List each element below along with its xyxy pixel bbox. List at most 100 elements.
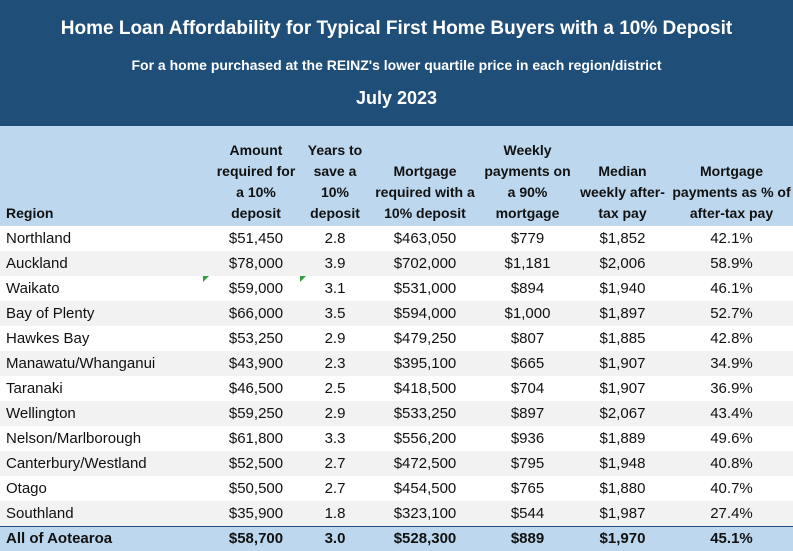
cell-region: Waikato: [6, 280, 60, 297]
column-header-years: Years to save a 10% deposit: [307, 142, 363, 221]
cell-deposit: $59,000: [228, 280, 284, 297]
cell-weekly-payments: $704: [510, 380, 545, 397]
cell-weekly-payments: $897: [510, 405, 545, 422]
cell-deposit: $43,900: [228, 355, 284, 372]
cell-years: 3.3: [324, 430, 346, 447]
cell-weekly-payments: $779: [510, 230, 545, 247]
cell-median-pay: $1,889: [599, 430, 646, 447]
cell-payment-percent: 40.7%: [710, 480, 753, 497]
table-row: Manawatu/Whanganui $43,900 2.3 $395,100 $665…: [0, 351, 793, 376]
cell-deposit: $61,800: [228, 430, 284, 447]
cell-mortgage: $594,000: [393, 305, 457, 322]
cell-mortgage: $454,500: [393, 480, 457, 497]
cell-median-pay: $1,987: [599, 504, 646, 522]
cell-years: 3.1: [324, 280, 346, 297]
cell-median-pay: $1,852: [599, 230, 646, 247]
cell-median-pay: $1,948: [599, 455, 646, 472]
cell-deposit: $50,500: [228, 480, 284, 497]
cell-weekly-payments: $1,000: [504, 305, 551, 322]
cell-payment-percent: 49.6%: [710, 430, 753, 447]
table-row: Wellington $59,250 2.9 $533,250 $897 $2,067 43…: [0, 401, 793, 426]
report-date: July 2023: [355, 88, 438, 108]
cell-weekly-payments: $1,181: [504, 255, 551, 272]
cell-median-pay: $2,006: [599, 255, 646, 272]
table-row: Bay of Plenty $66,000 3.5 $594,000 $1,000 $1,…: [0, 301, 793, 326]
cell-years: 3.5: [324, 305, 346, 322]
column-header-median-pay: Median weekly after-tax pay: [580, 163, 665, 221]
cell-payment-percent: 46.1%: [710, 280, 753, 297]
column-header-row: Region Amount required for a 10% deposit…: [0, 126, 793, 226]
table-row: Auckland $78,000 3.9 $702,000 $1,181 $2,006 58…: [0, 251, 793, 276]
cell-region: Canterbury/Westland: [6, 455, 147, 472]
total-row: All of Aotearoa $58,700 3.0 $528,300 $889 $1,…: [0, 525, 793, 551]
cell-years: 2.9: [324, 405, 346, 422]
cell-median-pay: $1,880: [599, 480, 646, 497]
cell-deposit: $66,000: [228, 305, 284, 322]
cell-mortgage: $533,250: [393, 405, 457, 422]
cell-payment-percent: 45.1%: [670, 525, 793, 551]
cell-median-pay: $1,907: [599, 355, 646, 372]
cell-deposit: $58,700: [212, 525, 300, 551]
cell-weekly-payments: $795: [510, 455, 545, 472]
report-header: Home Loan Affordability for Typical Firs…: [0, 0, 793, 126]
column-header-weekly-payments: Weekly payments on a 90% mortgage: [484, 142, 571, 221]
report-subtitle: For a home purchased at the REINZ's lowe…: [131, 57, 662, 73]
cell-deposit: $52,500: [228, 455, 284, 472]
cell-years: 2.7: [324, 455, 346, 472]
cell-deposit: $53,250: [228, 330, 284, 347]
cell-region: Nelson/Marlborough: [6, 430, 142, 447]
cell-weekly-payments: $544: [510, 504, 545, 522]
cell-weekly-payments: $665: [510, 355, 545, 372]
cell-median-pay: $1,970: [575, 525, 670, 551]
cell-mortgage: $395,100: [393, 355, 457, 372]
cell-years: 3.0: [300, 525, 370, 551]
cell-payment-percent: 42.8%: [710, 330, 753, 347]
cell-region: Manawatu/Whanganui: [6, 355, 156, 372]
cell-region: Taranaki: [6, 380, 63, 397]
cell-weekly-payments: $894: [510, 280, 545, 297]
cell-mortgage: $531,000: [393, 280, 457, 297]
table-row: Southland $35,900 1.8 $323,100 $544 $1,987 27.…: [0, 501, 793, 526]
cell-region: Bay of Plenty: [6, 305, 95, 322]
cell-mortgage: $463,050: [393, 230, 457, 247]
cell-years: 2.3: [324, 355, 346, 372]
column-header-deposit: Amount required for a 10% deposit: [216, 142, 296, 221]
cell-region: Auckland: [6, 255, 68, 272]
cell-median-pay: $2,067: [599, 405, 646, 422]
cell-years: 3.9: [324, 255, 346, 272]
cell-comment-marker: [203, 276, 209, 282]
cell-median-pay: $1,940: [599, 280, 646, 297]
cell-payment-percent: 58.9%: [710, 255, 753, 272]
cell-median-pay: $1,897: [599, 305, 646, 322]
cell-years: 2.9: [324, 330, 346, 347]
cell-years: 2.8: [324, 230, 346, 247]
cell-payment-percent: 52.7%: [710, 305, 753, 322]
cell-mortgage: $528,300: [370, 525, 480, 551]
cell-weekly-payments: $936: [510, 430, 545, 447]
cell-mortgage: $418,500: [393, 380, 457, 397]
report-title: Home Loan Affordability for Typical Firs…: [60, 18, 733, 39]
cell-region: Southland: [6, 504, 74, 522]
cell-mortgage: $479,250: [393, 330, 457, 347]
cell-region: Hawkes Bay: [6, 330, 90, 347]
cell-mortgage: $323,100: [393, 504, 457, 522]
cell-median-pay: $1,907: [599, 380, 646, 397]
table-row: Canterbury/Westland $52,500 2.7 $472,500 $79…: [0, 451, 793, 476]
cell-weekly-payments: $807: [510, 330, 545, 347]
cell-mortgage: $472,500: [393, 455, 457, 472]
cell-region: All of Aotearoa: [0, 525, 212, 551]
cell-weekly-payments: $889: [480, 525, 575, 551]
cell-payment-percent: 40.8%: [710, 455, 753, 472]
cell-payment-percent: 43.4%: [710, 405, 753, 422]
table-row: Otago $50,500 2.7 $454,500 $765 $1,880 40.7%: [0, 476, 793, 501]
cell-weekly-payments: $765: [510, 480, 545, 497]
cell-deposit: $35,900: [228, 504, 284, 522]
table-row: Hawkes Bay $53,250 2.9 $479,250 $807 $1,885 42…: [0, 326, 793, 351]
cell-mortgage: $702,000: [393, 255, 457, 272]
column-header-region: Region: [6, 205, 54, 221]
table-row: Taranaki $46,500 2.5 $418,500 $704 $1,907 36.9…: [0, 376, 793, 401]
cell-payment-percent: 27.4%: [710, 504, 753, 522]
cell-region: Otago: [6, 480, 47, 497]
cell-region: Wellington: [6, 405, 76, 422]
cell-payment-percent: 34.9%: [710, 355, 753, 372]
